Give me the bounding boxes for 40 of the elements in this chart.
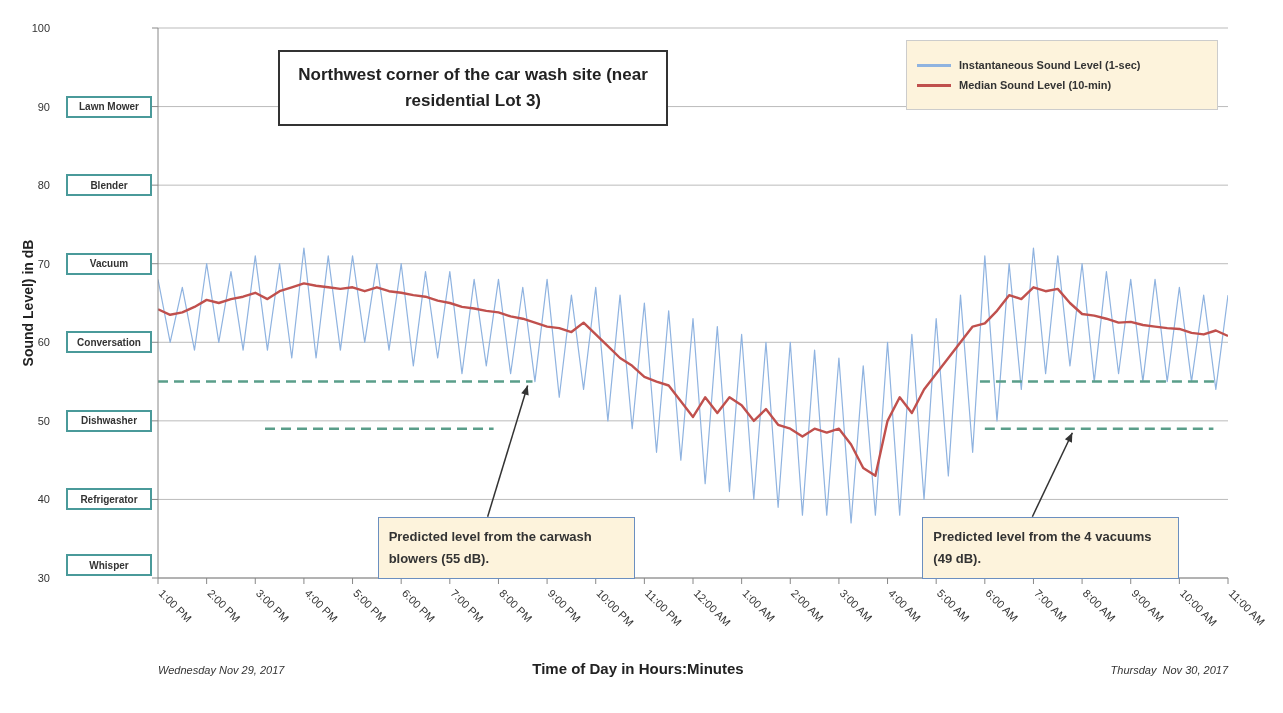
line-series <box>158 282 1228 478</box>
x-tick-label: 3:00 PM <box>253 586 292 625</box>
callout-box: Predicted level from the 4 vacuums (49 dB). <box>922 516 1180 579</box>
text: Wednesday Nov 29, 2017 <box>158 664 285 676</box>
x-tick-label: 9:00 AM <box>1129 586 1167 624</box>
line-series <box>158 247 1228 524</box>
y-tick-label: 40 <box>37 493 50 506</box>
label-box: Dishwasher <box>66 409 152 432</box>
label-box: Conversation <box>66 331 152 354</box>
x-tick-label: 4:00 AM <box>886 586 924 624</box>
text: Thursday Nov 30, 2017 <box>1110 664 1228 676</box>
x-tick-label: 4:00 PM <box>302 586 340 625</box>
y-axis-title: Sound Level) in dB <box>19 239 36 367</box>
x-tick-label: 2:00 AM <box>788 586 826 624</box>
y-tick-label: 100 <box>31 22 50 34</box>
label-box: Whisper <box>66 554 152 576</box>
x-tick-label: 1:00 AM <box>740 586 778 624</box>
y-tick-label: 70 <box>37 257 50 270</box>
label-box: Blender <box>66 174 152 197</box>
y-tick-label: 50 <box>37 414 50 427</box>
x-tick-label: 9:00 PM <box>545 586 584 625</box>
x-tick-label: 8:00 AM <box>1080 586 1118 624</box>
label-box: Refrigerator <box>66 488 152 511</box>
x-axis-title: Time of Day in Hours:Minutes <box>532 660 744 677</box>
y-tick-label: 30 <box>37 572 50 584</box>
x-tick-label: 2:00 PM <box>205 586 243 625</box>
x-tick-label: 3:00 AM <box>837 586 875 624</box>
x-tick-label: 8:00 PM <box>497 586 535 625</box>
callout-box: Predicted level from the carwash blowers (55 dB). <box>377 516 635 579</box>
x-tick-label: 6:00 AM <box>983 586 1021 624</box>
label-box: Lawn Mower <box>66 95 152 118</box>
text: Northwest corner of the car wash site (near residential Lot 3) <box>278 50 668 126</box>
legend-label: Median Sound Level (10-min) <box>959 79 1112 91</box>
y-tick-label: 90 <box>37 100 50 113</box>
x-tick-label: 6:00 PM <box>399 586 438 625</box>
y-tick-label: 60 <box>37 336 50 349</box>
legend-label: Instantaneous Sound Level (1-sec) <box>959 59 1141 71</box>
y-tick-label: 80 <box>37 179 50 192</box>
label-box: Vacuum <box>66 252 152 275</box>
x-tick-label: 1:00 PM <box>156 586 195 625</box>
